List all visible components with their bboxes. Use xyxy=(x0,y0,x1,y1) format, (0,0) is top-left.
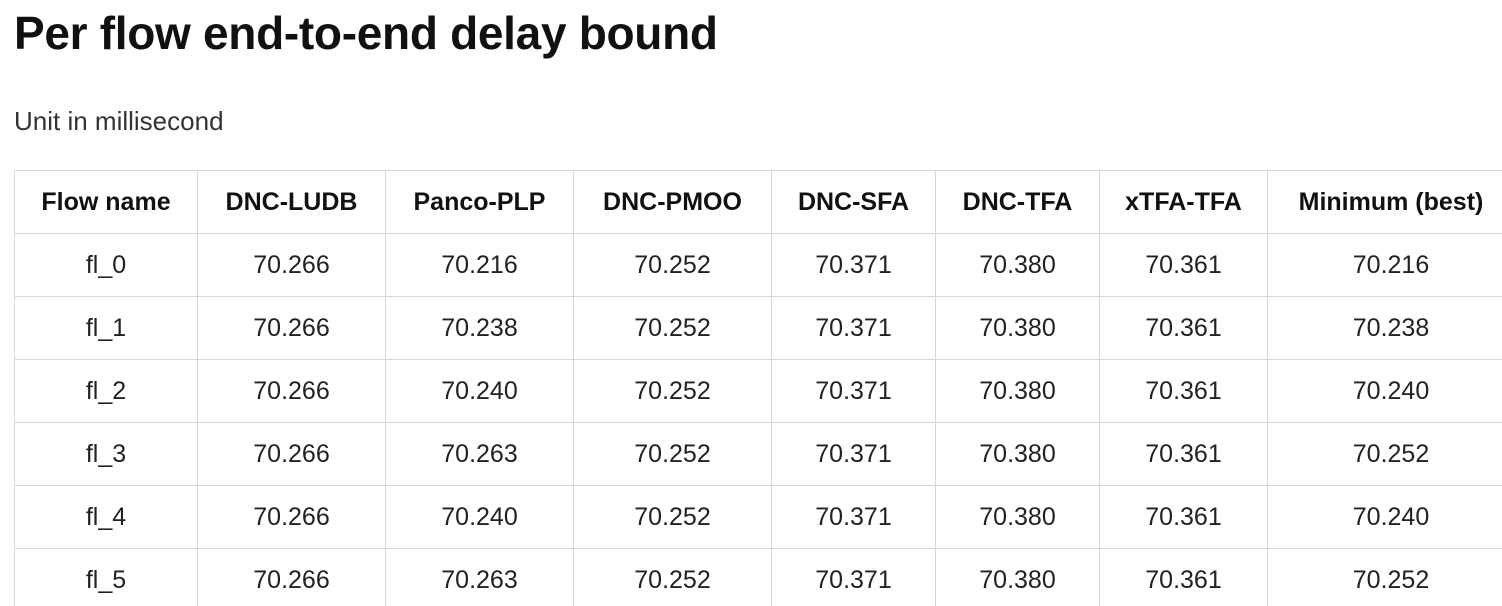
header-row: Flow name DNC-LUDB Panco-PLP DNC-PMOO DNC-SF… xyxy=(14,170,1502,234)
flow-name: fl_1 xyxy=(14,296,198,360)
delay-value: 70.371 xyxy=(771,485,936,549)
delay-value: 70.252 xyxy=(573,296,772,360)
column-header: DNC-LUDB xyxy=(197,170,386,234)
delay-value: 70.361 xyxy=(1099,359,1268,423)
column-header: DNC-PMOO xyxy=(573,170,772,234)
delay-value: 70.266 xyxy=(197,296,386,360)
column-header: xTFA-TFA xyxy=(1099,170,1268,234)
delay-value: 70.371 xyxy=(771,548,936,606)
delay-value: 70.263 xyxy=(385,548,574,606)
delay-value: 70.252 xyxy=(1267,548,1502,606)
table-row: fl_1 70.266 70.238 70.252 70.371 70.380 70.361… xyxy=(14,296,1502,360)
column-header: Panco-PLP xyxy=(385,170,574,234)
delay-value: 70.252 xyxy=(1267,422,1502,486)
delay-table: Flow name DNC-LUDB Panco-PLP DNC-PMOO DNC-SF… xyxy=(14,170,1502,606)
flow-name: fl_2 xyxy=(14,359,198,423)
delay-value: 70.216 xyxy=(385,233,574,297)
table-row: fl_4 70.266 70.240 70.252 70.371 70.380 70.361… xyxy=(14,485,1502,549)
delay-value: 70.266 xyxy=(197,548,386,606)
delay-value: 70.216 xyxy=(1267,233,1502,297)
delay-value: 70.380 xyxy=(935,485,1100,549)
delay-value: 70.240 xyxy=(1267,359,1502,423)
delay-value: 70.371 xyxy=(771,422,936,486)
title: Per flow end-to-end delay bound xyxy=(14,7,718,59)
flow-name: fl_4 xyxy=(14,485,198,549)
delay-value: 70.361 xyxy=(1099,548,1268,606)
delay-value: 70.380 xyxy=(935,296,1100,360)
delay-value: 70.252 xyxy=(573,422,772,486)
flow-name: fl_3 xyxy=(14,422,198,486)
delay-value: 70.380 xyxy=(935,548,1100,606)
flow-name: fl_5 xyxy=(14,548,198,606)
delay-value: 70.361 xyxy=(1099,296,1268,360)
delay-value: 70.240 xyxy=(385,485,574,549)
delay-value: 70.240 xyxy=(1267,485,1502,549)
delay-value: 70.380 xyxy=(935,359,1100,423)
delay-value: 70.266 xyxy=(197,233,386,297)
delay-value: 70.371 xyxy=(771,233,936,297)
delay-value: 70.252 xyxy=(573,359,772,423)
delay-value: 70.266 xyxy=(197,359,386,423)
delay-value: 70.252 xyxy=(573,548,772,606)
delay-value: 70.240 xyxy=(385,359,574,423)
delay-value: 70.238 xyxy=(1267,296,1502,360)
table-row: fl_0 70.266 70.216 70.252 70.371 70.380 70.361… xyxy=(14,233,1502,297)
column-header: DNC-TFA xyxy=(935,170,1100,234)
table-body: fl_0 70.266 70.216 70.252 70.371 70.380 70.361… xyxy=(14,233,1502,606)
delay-value: 70.380 xyxy=(935,233,1100,297)
delay-value: 70.252 xyxy=(573,485,772,549)
table-row: fl_2 70.266 70.240 70.252 70.371 70.380 70.361… xyxy=(14,359,1502,423)
delay-value: 70.371 xyxy=(771,296,936,360)
delay-value: 70.361 xyxy=(1099,485,1268,549)
delay-value: 70.266 xyxy=(197,485,386,549)
subtitle: Unit in millisecond xyxy=(14,106,224,136)
delay-value: 70.380 xyxy=(935,422,1100,486)
delay-value: 70.371 xyxy=(771,359,936,423)
table-row: fl_5 70.266 70.263 70.252 70.371 70.380 70.361… xyxy=(14,548,1502,606)
column-header: Flow name xyxy=(14,170,198,234)
delay-value: 70.238 xyxy=(385,296,574,360)
delay-value: 70.263 xyxy=(385,422,574,486)
delay-value: 70.361 xyxy=(1099,422,1268,486)
flow-name: fl_0 xyxy=(14,233,198,297)
delay-value: 70.252 xyxy=(573,233,772,297)
delay-value: 70.266 xyxy=(197,422,386,486)
column-header: DNC-SFA xyxy=(771,170,936,234)
column-header: Minimum (best) xyxy=(1267,170,1502,234)
table-row: fl_3 70.266 70.263 70.252 70.371 70.380 70.361… xyxy=(14,422,1502,486)
delay-value: 70.361 xyxy=(1099,233,1268,297)
